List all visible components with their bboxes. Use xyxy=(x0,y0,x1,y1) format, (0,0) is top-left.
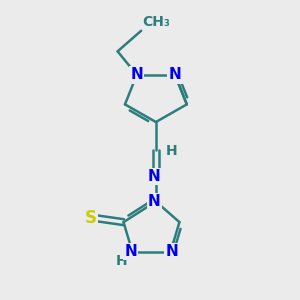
Text: N: N xyxy=(130,68,143,82)
Text: H: H xyxy=(115,254,127,268)
Text: N: N xyxy=(166,244,178,259)
Text: H: H xyxy=(165,145,177,158)
Text: N: N xyxy=(124,244,137,259)
Text: CH₃: CH₃ xyxy=(142,15,170,29)
Text: S: S xyxy=(85,209,97,227)
Text: N: N xyxy=(148,169,161,184)
Text: N: N xyxy=(148,194,161,209)
Text: N: N xyxy=(169,68,182,82)
